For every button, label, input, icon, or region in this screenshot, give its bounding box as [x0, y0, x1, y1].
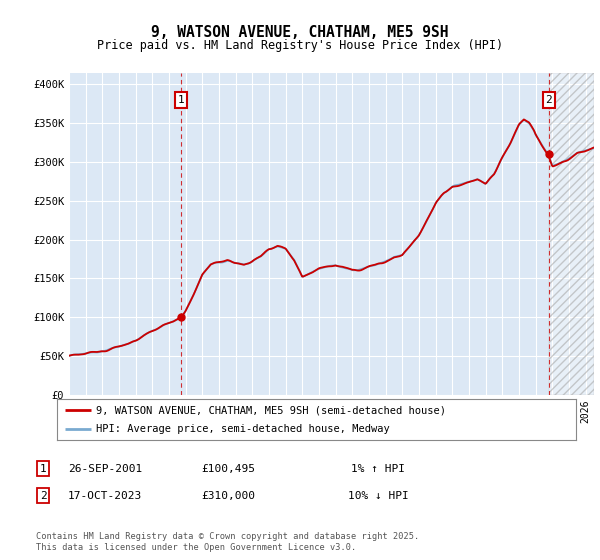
Text: 9, WATSON AVENUE, CHATHAM, ME5 9SH (semi-detached house): 9, WATSON AVENUE, CHATHAM, ME5 9SH (semi… — [96, 405, 446, 415]
Text: £310,000: £310,000 — [201, 491, 255, 501]
Text: 1: 1 — [178, 95, 185, 105]
Text: HPI: Average price, semi-detached house, Medway: HPI: Average price, semi-detached house,… — [96, 424, 389, 433]
Text: 1% ↑ HPI: 1% ↑ HPI — [351, 464, 405, 474]
Text: 17-OCT-2023: 17-OCT-2023 — [68, 491, 142, 501]
Text: 2: 2 — [40, 491, 47, 501]
Text: 1: 1 — [40, 464, 47, 474]
Text: 26-SEP-2001: 26-SEP-2001 — [68, 464, 142, 474]
Text: 10% ↓ HPI: 10% ↓ HPI — [347, 491, 409, 501]
Text: £100,495: £100,495 — [201, 464, 255, 474]
Text: Contains HM Land Registry data © Crown copyright and database right 2025.
This d: Contains HM Land Registry data © Crown c… — [36, 533, 419, 552]
Text: 9, WATSON AVENUE, CHATHAM, ME5 9SH: 9, WATSON AVENUE, CHATHAM, ME5 9SH — [151, 25, 449, 40]
Text: Price paid vs. HM Land Registry's House Price Index (HPI): Price paid vs. HM Land Registry's House … — [97, 39, 503, 52]
Text: 2: 2 — [545, 95, 552, 105]
